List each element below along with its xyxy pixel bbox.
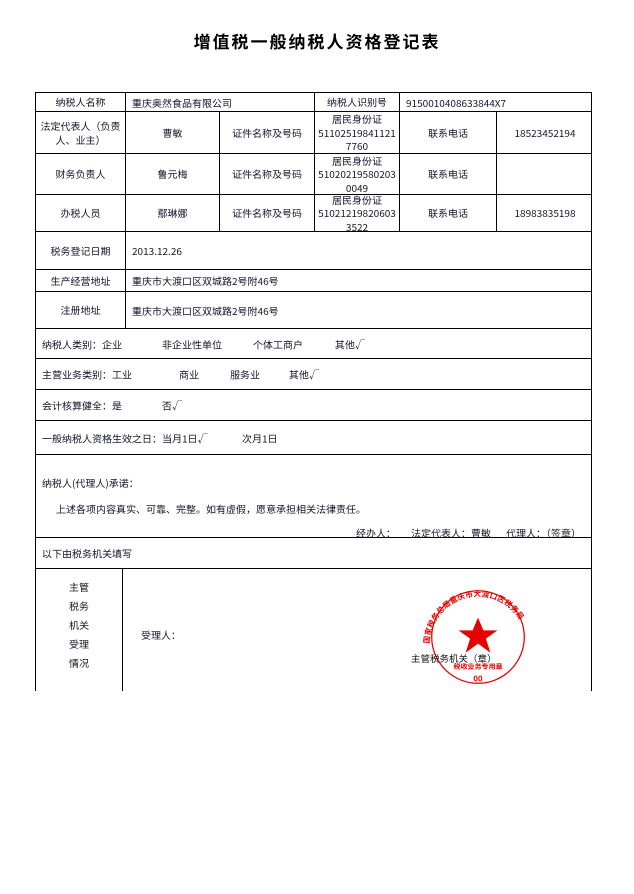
svg-text:00: 00 bbox=[473, 674, 483, 685]
